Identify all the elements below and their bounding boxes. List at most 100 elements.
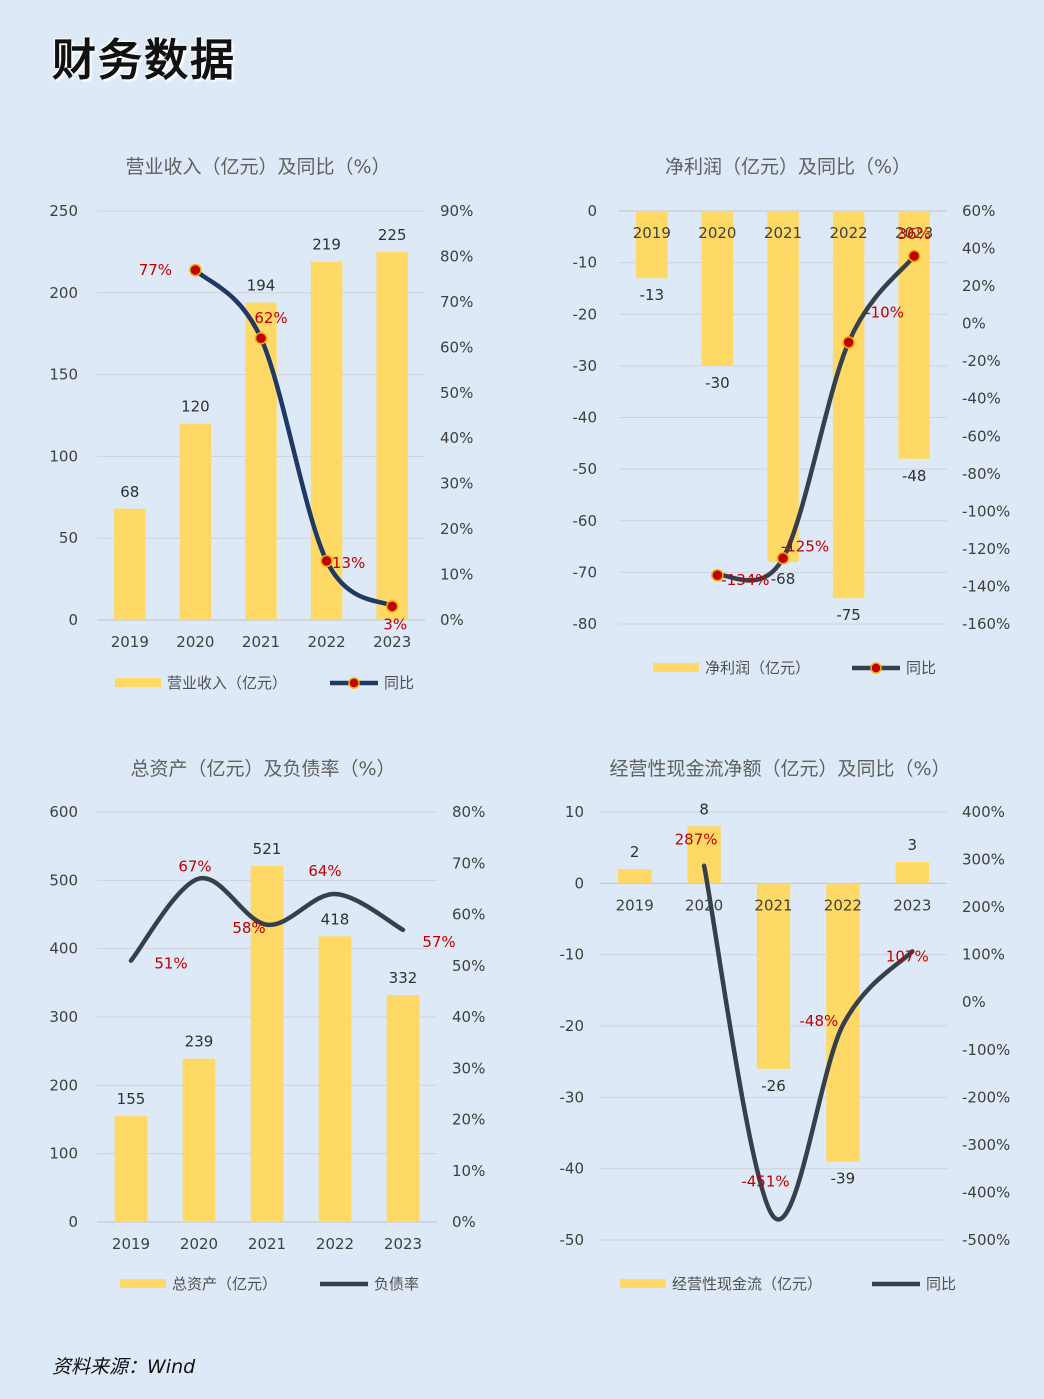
legend-line-marker xyxy=(870,662,882,674)
y-left-tick-label: 50 xyxy=(59,529,78,547)
bar-value-label: 155 xyxy=(117,1090,146,1108)
bar-2019 xyxy=(636,211,668,279)
x-tick-label: 2019 xyxy=(616,896,654,914)
y-right-tick-label: 80% xyxy=(440,247,473,265)
line-series-revenue xyxy=(193,267,395,609)
y-right-tick-label: 60% xyxy=(452,906,485,924)
line-value-label: 67% xyxy=(178,858,211,876)
x-tick-label: 2020 xyxy=(176,633,214,651)
y-right-tick-label: -60% xyxy=(962,427,1001,445)
y-right-tick-label: 0% xyxy=(962,315,986,333)
x-tick-label: 2019 xyxy=(112,1235,150,1253)
line-value-label: 57% xyxy=(422,933,455,951)
line-value-label: -134% xyxy=(721,571,769,589)
y-right-tick-label: 40% xyxy=(962,240,995,258)
y-right-tick-label: -100% xyxy=(962,502,1010,520)
legend-bar-label: 净利润（亿元） xyxy=(705,659,810,677)
line-value-label: 64% xyxy=(308,862,341,880)
legend-line-label: 同比 xyxy=(926,1275,956,1293)
y-right-tick-label: 100% xyxy=(962,946,1005,964)
bar-value-label: 8 xyxy=(699,800,709,818)
line-marker xyxy=(776,552,790,565)
y-left-tick-label: 0 xyxy=(68,1213,78,1231)
y-left-tick-label: -30 xyxy=(573,357,598,375)
y-right-tick-label: -500% xyxy=(962,1231,1010,1249)
line-value-label: 58% xyxy=(232,919,265,937)
x-tick-label: 2022 xyxy=(830,224,868,242)
bar-2021 xyxy=(245,302,277,620)
bar-2021 xyxy=(767,211,799,563)
total-assets-chart: 总资产（亿元）及负债率（%） 0 100 200 300 400 500 600 0% 10% 20… xyxy=(49,758,485,1293)
x-tick-label: 2022 xyxy=(824,896,862,914)
bar-value-label: -68 xyxy=(771,570,796,588)
line-marker xyxy=(907,249,921,263)
bar-value-label: 239 xyxy=(185,1033,214,1051)
bar-value-label: 2 xyxy=(630,843,640,861)
bar-value-label: -75 xyxy=(836,606,861,624)
line-value-label: -48% xyxy=(800,1012,839,1030)
y-left-tick-label: 200 xyxy=(49,1076,78,1094)
bar-2023 xyxy=(386,995,420,1222)
legend-bar-swatch xyxy=(120,1279,166,1288)
y-left-tick-label: -10 xyxy=(573,254,598,272)
y-right-tick-label: 400% xyxy=(962,803,1005,821)
y-left-tick-label: -50 xyxy=(560,1231,585,1249)
x-tick-label: 2021 xyxy=(754,896,792,914)
bar-2019 xyxy=(114,1116,148,1222)
y-right-tick-label: 50% xyxy=(440,384,473,402)
y-left-tick-label: 100 xyxy=(49,447,78,465)
y-right-tick-label: 300% xyxy=(962,851,1005,869)
bar-2020 xyxy=(701,211,734,366)
y-left-tick-label: 0 xyxy=(587,202,597,220)
y-right-tick-label: -160% xyxy=(962,615,1010,633)
bar-value-label: 332 xyxy=(389,969,418,987)
line-marker xyxy=(842,336,855,349)
line-marker xyxy=(385,600,399,613)
y-right-tick-label: 10% xyxy=(440,566,473,584)
chart-title: 总资产（亿元）及负债率（%） xyxy=(130,758,395,780)
y-right-tick-label: 0% xyxy=(452,1213,476,1231)
y-right-tick-label: 200% xyxy=(962,898,1005,916)
legend-bar-swatch xyxy=(653,663,699,672)
bar-value-label: 120 xyxy=(181,398,210,416)
y-left-tick-label: 10 xyxy=(565,803,584,821)
legend-line-label: 同比 xyxy=(384,674,414,692)
bar-2019 xyxy=(618,869,652,884)
bar-value-label: -48 xyxy=(902,467,927,485)
line-marker xyxy=(711,568,724,582)
y-left-tick-label: -20 xyxy=(573,305,598,323)
legend-bar-swatch xyxy=(115,678,161,687)
y-left-tick-label: 250 xyxy=(49,202,78,220)
y-right-tick-label: 50% xyxy=(452,957,485,975)
y-left-tick-label: 300 xyxy=(49,1008,78,1026)
y-right-tick-label: 60% xyxy=(440,338,473,356)
y-right-tick-label: 30% xyxy=(452,1059,485,1077)
y-right-tick-label: 90% xyxy=(440,202,473,220)
bar-value-label: -26 xyxy=(761,1077,786,1095)
line-marker xyxy=(320,554,333,568)
y-right-tick-label: 80% xyxy=(452,803,485,821)
y-right-tick-label: 30% xyxy=(440,475,473,493)
chart-title: 净利润（亿元）及同比（%） xyxy=(665,156,911,178)
line-value-label: 77% xyxy=(139,261,172,279)
line-value-label: 107% xyxy=(886,947,929,965)
y-right-tick-label: -80% xyxy=(962,465,1001,483)
y-left-tick-label: -40 xyxy=(560,1160,585,1178)
y-right-tick-label: 20% xyxy=(452,1111,485,1129)
y-left-tick-label: -60 xyxy=(573,512,598,530)
line-value-label: 51% xyxy=(154,955,187,973)
y-left-tick-label: 0 xyxy=(68,611,78,629)
bar-value-label: -39 xyxy=(831,1170,856,1188)
legend-line-marker xyxy=(348,677,360,689)
bar-value-label: 194 xyxy=(247,277,276,295)
line-series-total_assets xyxy=(128,876,406,963)
y-left-tick-label: -80 xyxy=(573,615,598,633)
bar-2023 xyxy=(898,211,930,459)
y-left-tick-label: -20 xyxy=(560,1017,585,1035)
y-right-tick-label: 10% xyxy=(452,1162,485,1180)
bar-value-label: 219 xyxy=(312,236,341,254)
source-note: 资料来源：Wind xyxy=(52,1356,196,1378)
bar-2023 xyxy=(376,251,408,620)
y-right-tick-label: -300% xyxy=(962,1136,1010,1154)
line-marker xyxy=(254,331,268,345)
